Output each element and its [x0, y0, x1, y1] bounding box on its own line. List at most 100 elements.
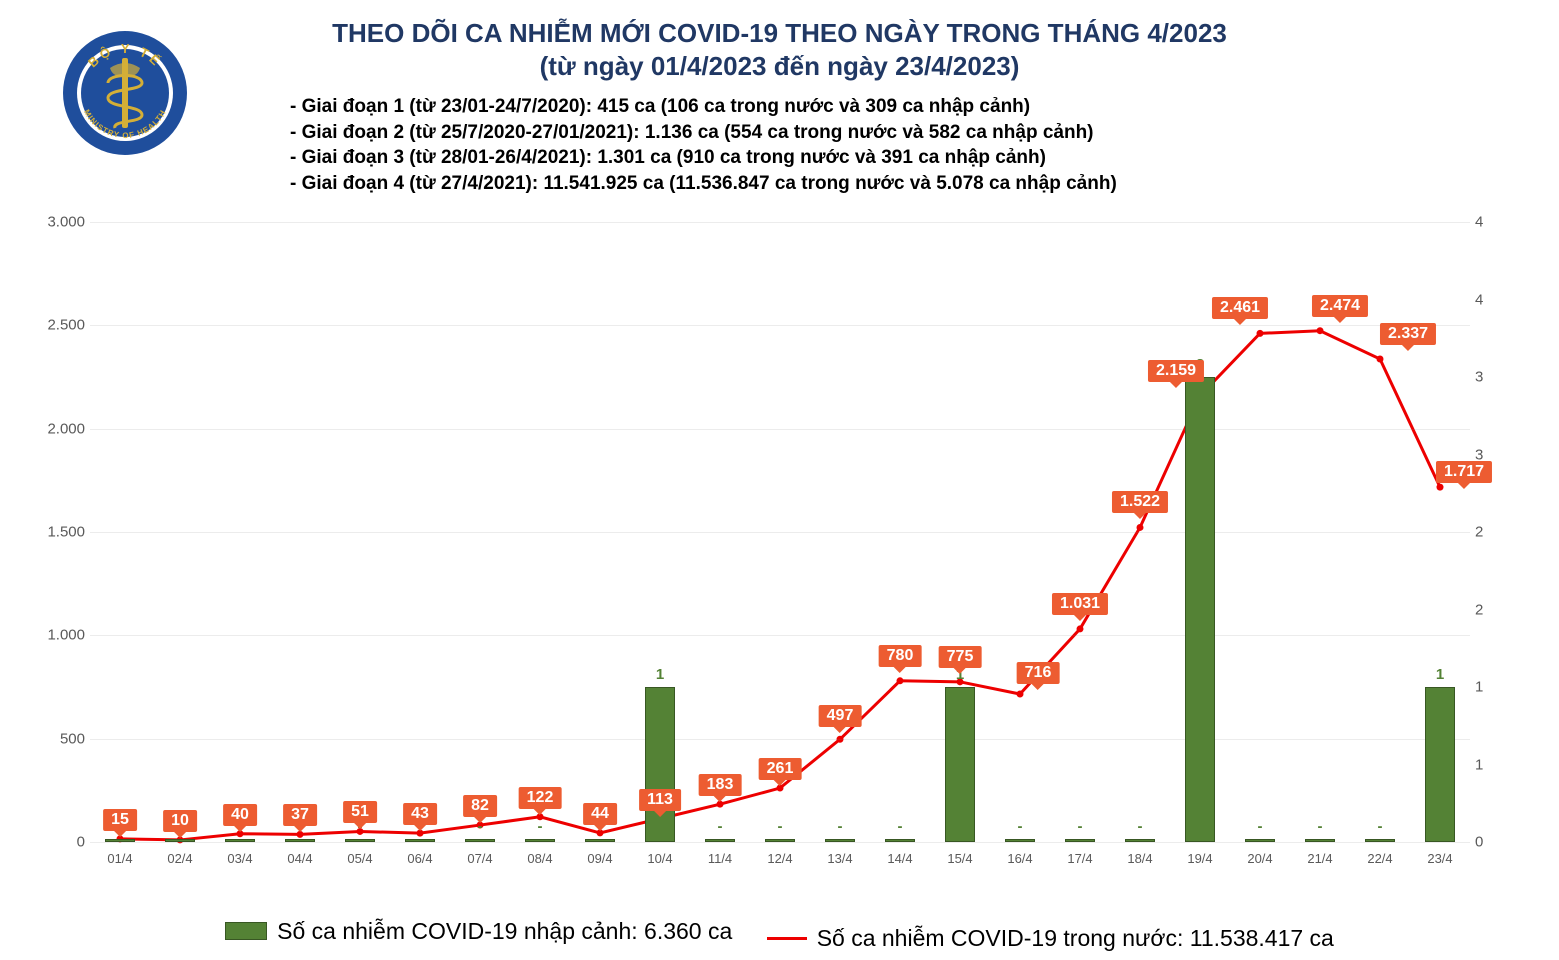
xtick: 19/4 [1187, 851, 1212, 866]
bar [1365, 839, 1395, 842]
header: BỘ Y TẾ MINISTRY OF HEALTH THEO DÕI CA N… [0, 18, 1559, 197]
line-value-label: 1.717 [1436, 461, 1492, 483]
bar [645, 687, 675, 842]
gridline [90, 532, 1470, 533]
line-marker [1437, 484, 1444, 491]
bar-value-label: - [1138, 818, 1143, 835]
xtick: 11/4 [708, 851, 732, 866]
line-value-label: 122 [519, 787, 562, 809]
subtitle-line: - Giai đoạn 4 (từ 27/4/2021): 11.541.925… [290, 171, 1559, 197]
xtick: 06/4 [407, 851, 432, 866]
ytick-left: 3.000 [35, 214, 85, 231]
xtick: 13/4 [827, 851, 852, 866]
bar [885, 839, 915, 842]
line-value-label: 51 [343, 801, 377, 823]
xtick: 03/4 [227, 851, 252, 866]
line-value-label: 113 [639, 789, 681, 811]
xtick: 12/4 [767, 851, 792, 866]
ytick-right: 0 [1475, 834, 1495, 851]
gridline [90, 325, 1470, 326]
chart-title-line2: (từ ngày 01/4/2023 đến ngày 23/4/2023) [0, 51, 1559, 82]
line-value-label: 183 [699, 774, 742, 796]
legend-line-label: Số ca nhiễm COVID-19 trong nước: 11.538.… [817, 925, 1334, 952]
legend: Số ca nhiễm COVID-19 nhập cảnh: 6.360 ca… [0, 918, 1559, 953]
bar [1005, 839, 1035, 842]
bar [1065, 839, 1095, 842]
bar-value-label: 1 [656, 666, 664, 683]
gridline [90, 429, 1470, 430]
xtick: 08/4 [527, 851, 552, 866]
line-value-label: 2.337 [1380, 323, 1436, 345]
ytick-left: 2.000 [35, 420, 85, 437]
bar-value-label: - [1078, 818, 1083, 835]
bar [105, 839, 135, 842]
legend-line-swatch [767, 937, 807, 940]
bar-value-label: - [538, 818, 543, 835]
line-value-label: 261 [759, 758, 802, 780]
line-value-label: 2.474 [1312, 295, 1368, 317]
bar-value-label: - [718, 818, 723, 835]
subtitle-line: - Giai đoạn 2 (từ 25/7/2020-27/01/2021):… [290, 120, 1559, 146]
bar [585, 839, 615, 842]
line-value-label: 716 [1017, 662, 1060, 684]
chart-title-line1: THEO DÕI CA NHIỄM MỚI COVID-19 THEO NGÀY… [0, 18, 1559, 49]
line-value-label: 10 [163, 810, 197, 832]
line-value-label: 1.031 [1052, 593, 1108, 615]
subtitle-line: - Giai đoạn 3 (từ 28/01-26/4/2021): 1.30… [290, 145, 1559, 171]
bar [165, 839, 195, 842]
bar [1125, 839, 1155, 842]
line-marker [1317, 327, 1324, 334]
ministry-logo: BỘ Y TẾ MINISTRY OF HEALTH [60, 28, 190, 158]
ytick-right: 4 [1475, 214, 1495, 231]
ytick-right: 2 [1475, 601, 1495, 618]
xtick: 01/4 [107, 851, 132, 866]
bar-value-label: - [1018, 818, 1023, 835]
bar [405, 839, 435, 842]
bar [525, 839, 555, 842]
gridline [90, 739, 1470, 740]
line-value-label: 1.522 [1112, 491, 1168, 513]
line-value-label: 40 [223, 804, 257, 826]
xtick: 15/4 [947, 851, 972, 866]
line-value-label: 2.159 [1148, 360, 1204, 382]
bar-value-label: - [778, 818, 783, 835]
xtick: 16/4 [1007, 851, 1032, 866]
legend-bar-item: Số ca nhiễm COVID-19 nhập cảnh: 6.360 ca [225, 918, 732, 945]
line-marker [1077, 625, 1084, 632]
bar-value-label: - [838, 818, 843, 835]
page-root: BỘ Y TẾ MINISTRY OF HEALTH THEO DÕI CA N… [0, 0, 1559, 960]
line-marker [1017, 691, 1024, 698]
xtick: 20/4 [1247, 851, 1272, 866]
xtick: 23/4 [1427, 851, 1452, 866]
ytick-right: 2 [1475, 524, 1495, 541]
xtick: 05/4 [347, 851, 372, 866]
bar-value-label: - [1258, 818, 1263, 835]
ytick-right: 1 [1475, 679, 1495, 696]
bar [945, 687, 975, 842]
xtick: 14/4 [887, 851, 912, 866]
xtick: 21/4 [1307, 851, 1332, 866]
xtick: 02/4 [167, 851, 192, 866]
bar [825, 839, 855, 842]
line-value-label: 775 [939, 646, 982, 668]
xtick: 07/4 [467, 851, 492, 866]
legend-bar-swatch [225, 922, 267, 940]
line-value-label: 2.461 [1212, 297, 1268, 319]
legend-bar-label: Số ca nhiễm COVID-19 nhập cảnh: 6.360 ca [277, 918, 732, 945]
bar-value-label: - [1318, 818, 1323, 835]
line-value-label: 82 [463, 795, 497, 817]
bar [1425, 687, 1455, 842]
line-value-label: 780 [879, 645, 922, 667]
legend-line-item: Số ca nhiễm COVID-19 trong nước: 11.538.… [767, 925, 1334, 952]
bar [1245, 839, 1275, 842]
xtick: 10/4 [647, 851, 672, 866]
plot-region: 05001.0001.5002.0002.5003.00001122334401… [90, 222, 1470, 842]
bar [345, 839, 375, 842]
gridline [90, 842, 1470, 843]
ytick-right: 1 [1475, 756, 1495, 773]
ytick-left: 2.500 [35, 317, 85, 334]
line-value-label: 37 [283, 804, 317, 826]
line-value-label: 43 [403, 803, 437, 825]
bar [225, 839, 255, 842]
bar-value-label: 1 [1436, 666, 1444, 683]
